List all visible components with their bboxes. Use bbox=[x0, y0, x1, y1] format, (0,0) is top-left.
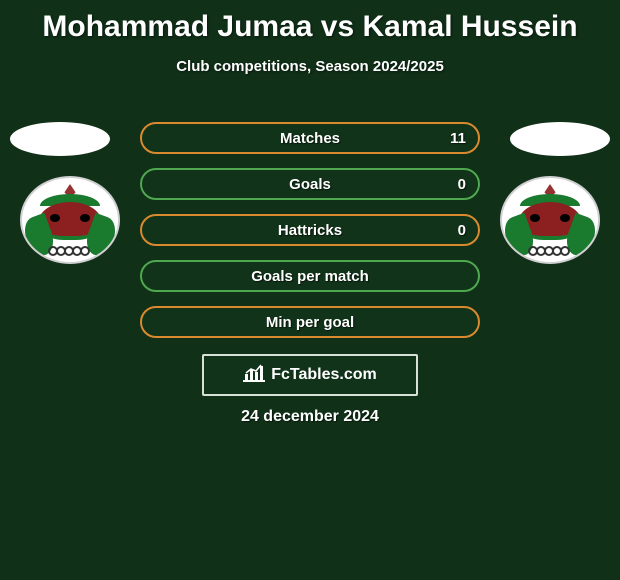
date-label: 24 december 2024 bbox=[0, 408, 620, 426]
player-photo-right bbox=[510, 122, 610, 156]
player-photo-left bbox=[10, 122, 110, 156]
stat-label: Goals per match bbox=[142, 268, 478, 285]
stat-row: Min per goal bbox=[140, 306, 480, 338]
stat-row: Goals 0 bbox=[140, 168, 480, 200]
stat-label: Hattricks bbox=[142, 222, 478, 239]
subtitle: Club competitions, Season 2024/2025 bbox=[0, 58, 620, 75]
stat-label: Matches bbox=[142, 130, 478, 147]
stat-right-value: 0 bbox=[458, 222, 466, 239]
stat-label: Min per goal bbox=[142, 314, 478, 331]
club-badge-left bbox=[20, 176, 120, 264]
stat-row: Goals per match bbox=[140, 260, 480, 292]
stat-row: Matches 11 bbox=[140, 122, 480, 154]
chart-icon bbox=[243, 364, 265, 387]
club-badge-right bbox=[500, 176, 600, 264]
source-logo: FcTables.com bbox=[202, 354, 418, 396]
stat-label: Goals bbox=[142, 176, 478, 193]
source-logo-text: FcTables.com bbox=[271, 366, 377, 384]
stats-container: Matches 11 Goals 0 Hattricks 0 Goals per… bbox=[140, 122, 480, 352]
stat-right-value: 0 bbox=[458, 176, 466, 193]
stat-row: Hattricks 0 bbox=[140, 214, 480, 246]
page-title: Mohammad Jumaa vs Kamal Hussein bbox=[0, 0, 620, 44]
stat-right-value: 11 bbox=[450, 130, 466, 147]
